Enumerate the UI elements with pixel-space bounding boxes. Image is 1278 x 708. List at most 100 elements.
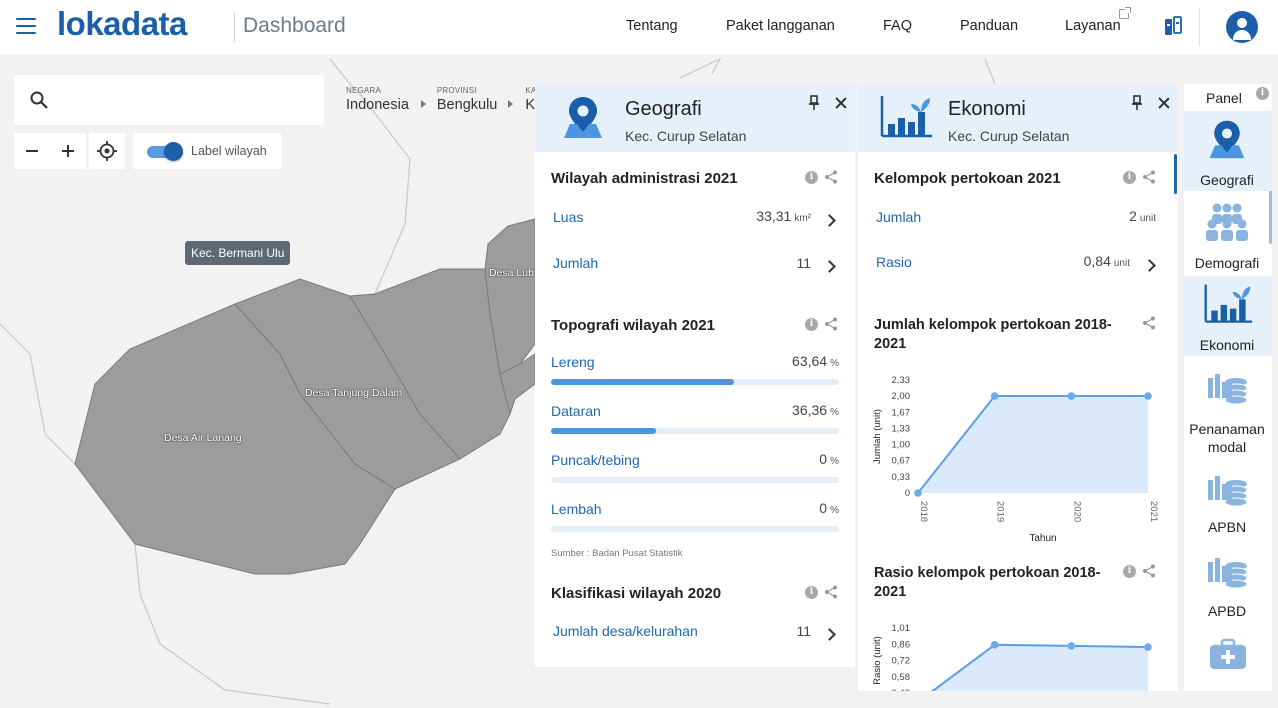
scrollbar-thumb[interactable] — [1174, 154, 1177, 194]
side-item-apbn[interactable]: APBN — [1184, 468, 1272, 544]
topo-bar-track — [551, 428, 839, 434]
y-tick-label: 0,43 — [892, 688, 911, 691]
map-pin-icon — [564, 97, 602, 138]
nav-paket-langganan[interactable]: Paket langganan — [726, 18, 835, 34]
share-icon[interactable] — [1142, 316, 1156, 330]
crumb-negara[interactable]: NEGARA Indonesia — [346, 86, 409, 113]
x-axis-label: Tahun — [1029, 533, 1056, 544]
jumlah-desa-link[interactable]: Jumlah desa/kelurahan — [553, 623, 698, 639]
unit-text: km² — [794, 213, 811, 224]
crumb-provinsi[interactable]: PROVINSI Bengkulu — [437, 86, 497, 113]
compare-icon[interactable] — [1164, 15, 1182, 37]
unit-text: % — [830, 505, 839, 516]
app-title: Dashboard — [243, 14, 346, 37]
nav-faq[interactable]: FAQ — [883, 18, 913, 34]
info-icon[interactable]: i — [805, 318, 818, 331]
toggle-knob[interactable] — [164, 142, 183, 161]
jumlah-value: 11 — [796, 255, 811, 271]
close-icon[interactable] — [1158, 97, 1170, 109]
ekonomi-panel: Ekonomi Kec. Curup Selatan Kelompok pert… — [858, 84, 1178, 691]
luas-link[interactable]: Luas — [553, 209, 584, 225]
share-icon[interactable] — [1142, 170, 1156, 184]
user-avatar-icon[interactable] — [1226, 11, 1258, 43]
chevron-right-icon[interactable] — [1143, 259, 1156, 272]
x-tick-label: 2020 — [1071, 501, 1082, 522]
topo-puncak-label[interactable]: Puncak/tebing — [551, 452, 640, 468]
chevron-right-icon[interactable] — [823, 214, 836, 227]
y-tick-label: 1,67 — [892, 407, 911, 418]
geografi-panel-header: Geografi Kec. Curup Selatan — [535, 84, 855, 152]
jumlah-chart[interactable]: 0 0,33 0,67 1,00 1,33 1,67 2,00 2,33 Jumlah (uni… — [858, 364, 1174, 549]
side-item-label: Demografi — [1194, 255, 1260, 271]
share-icon[interactable] — [824, 170, 838, 184]
jumlah-link[interactable]: Jumlah — [553, 255, 599, 271]
rasio-chart[interactable]: 0,43 0,58 0,72 0,86 1,01 Rasio (unit) — [858, 614, 1174, 691]
crumb-level: PROVINSI — [436, 86, 477, 95]
info-icon[interactable]: i — [1123, 171, 1136, 184]
chevron-right-icon — [421, 100, 426, 108]
share-icon[interactable] — [824, 317, 838, 331]
geografi-panel: Geografi Kec. Curup Selatan Wilayah admi… — [535, 84, 855, 667]
data-point — [914, 489, 922, 497]
topo-lembah-value: 0% — [735, 500, 839, 516]
locate-button[interactable] — [89, 133, 125, 169]
side-item-ekonomi[interactable]: Ekonomi — [1184, 276, 1272, 356]
kelompok-rasio-link[interactable]: Rasio — [876, 254, 912, 270]
medical-kit-icon — [1210, 638, 1246, 669]
label-wilayah-text: Label wilayah — [191, 144, 267, 158]
nav-tentang[interactable]: Tentang — [626, 18, 678, 34]
ekonomi-panel-header: Ekonomi Kec. Curup Selatan — [858, 84, 1178, 152]
side-item-geografi[interactable]: Geografi — [1184, 111, 1272, 191]
nav-panduan[interactable]: Panduan — [960, 18, 1019, 34]
menu-icon[interactable] — [16, 18, 36, 34]
chevron-right-icon[interactable] — [823, 260, 836, 273]
y-axis-label: Rasio (unit) — [872, 636, 883, 685]
y-tick-label: 1,33 — [892, 423, 911, 434]
nav-layanan[interactable]: Layanan — [1065, 18, 1121, 34]
x-tick-label: 2018 — [918, 501, 929, 522]
region-polygons[interactable] — [74, 218, 536, 575]
topo-bar-track — [551, 379, 839, 385]
info-icon[interactable]: i — [805, 171, 818, 184]
y-axis-label: Jumlah (unit) — [872, 409, 883, 464]
zoom-out-button[interactable] — [14, 133, 50, 169]
kelompok-jumlah-link[interactable]: Jumlah — [876, 209, 922, 225]
share-icon[interactable] — [1142, 564, 1156, 578]
info-icon[interactable]: i — [805, 586, 818, 599]
side-item-kesehatan[interactable] — [1184, 632, 1272, 676]
label-wilayah-toggle[interactable]: Label wilayah — [133, 133, 281, 169]
topo-lereng-label[interactable]: Lereng — [551, 354, 595, 370]
topo-lembah-label[interactable]: Lembah — [551, 501, 602, 517]
info-icon[interactable]: i — [1256, 87, 1269, 100]
pin-icon[interactable] — [808, 95, 820, 111]
map[interactable]: Desa Lub Desa Tanjung Dalam Desa Air Lan… — [0, 54, 1278, 708]
y-tick-label: 1,01 — [892, 623, 911, 634]
close-icon[interactable] — [835, 97, 847, 109]
map-canvas[interactable] — [0, 54, 1278, 708]
value-text: 2 — [1129, 208, 1137, 224]
data-point — [1067, 642, 1076, 650]
economy-chart-icon — [1204, 284, 1253, 323]
side-item-demografi[interactable]: Demografi — [1184, 194, 1272, 274]
external-link-icon — [1119, 7, 1131, 19]
chevron-right-icon[interactable] — [823, 628, 836, 641]
value-text: 63,64 — [792, 353, 828, 369]
zoom-in-button[interactable] — [50, 133, 86, 169]
data-point — [990, 392, 999, 400]
y-tick-label: 0,67 — [892, 456, 911, 467]
topo-dataran-label[interactable]: Dataran — [551, 403, 601, 419]
side-item-penanaman-modal[interactable]: Penanaman modal — [1184, 364, 1272, 460]
ekonomi-subtitle: Kec. Curup Selatan — [948, 128, 1070, 144]
info-icon[interactable]: i — [1123, 565, 1136, 578]
logo[interactable]: lokadata — [57, 5, 187, 42]
share-icon[interactable] — [824, 585, 838, 599]
side-item-apbd[interactable]: APBD — [1184, 552, 1272, 628]
search-box — [14, 75, 324, 125]
topo-bar-track — [551, 526, 839, 532]
pin-icon[interactable] — [1131, 95, 1143, 111]
y-tick-label: 0 — [905, 488, 910, 499]
search-input[interactable] — [62, 85, 312, 115]
topo-puncak-value: 0% — [735, 451, 839, 467]
economy-chart-icon — [880, 96, 932, 138]
luas-value: 33,31 km² — [715, 208, 811, 224]
